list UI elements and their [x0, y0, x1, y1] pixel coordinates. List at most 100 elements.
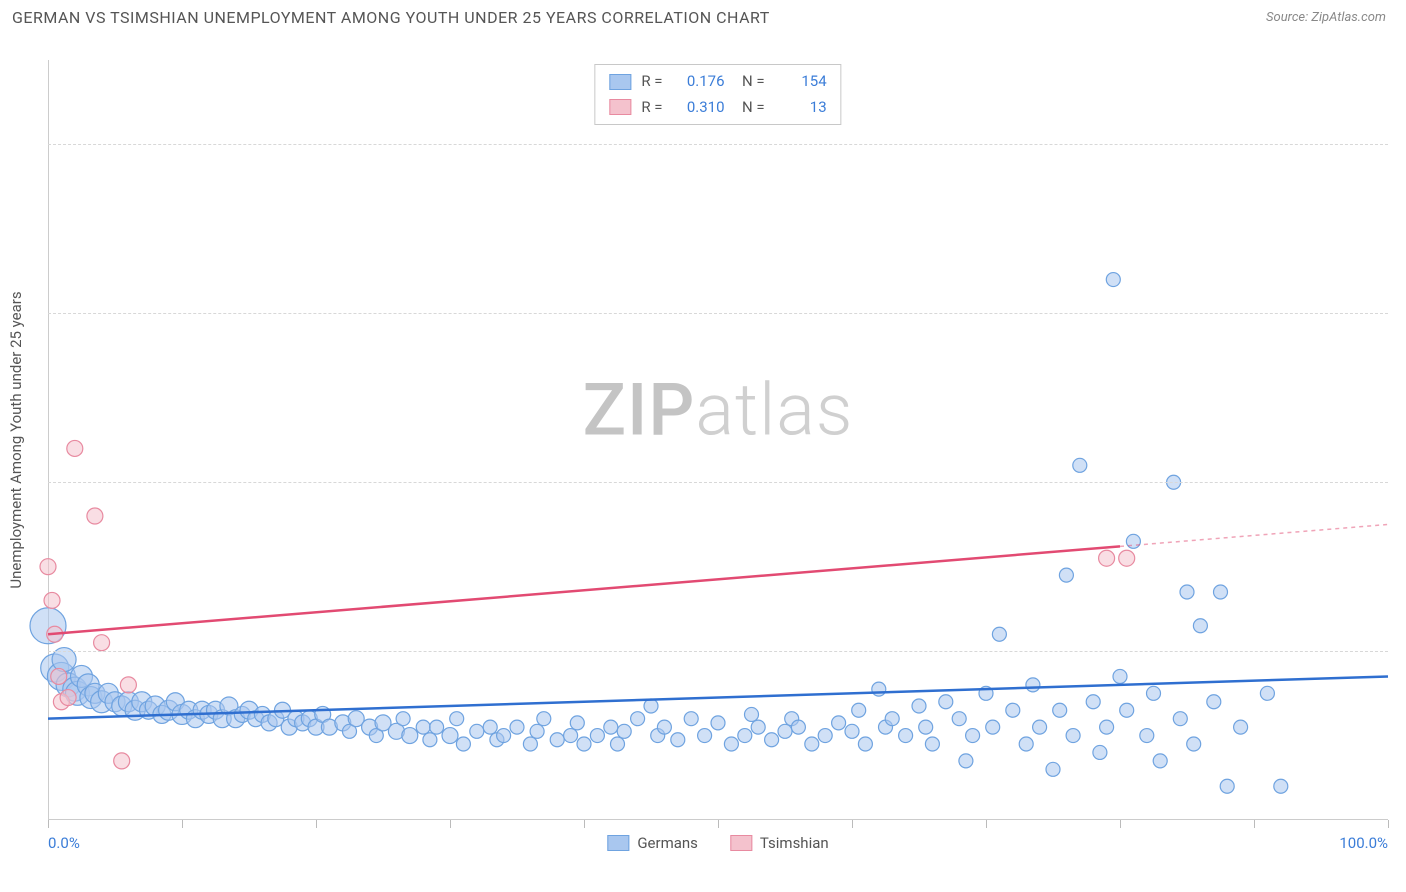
data-point	[1119, 550, 1135, 566]
data-point	[1086, 695, 1100, 709]
data-point	[952, 712, 966, 726]
germans-legend-label: Germans	[637, 834, 698, 852]
data-point	[1260, 686, 1274, 700]
data-point	[858, 737, 872, 751]
data-point	[1207, 695, 1221, 709]
data-point	[1066, 729, 1080, 743]
series-legend: Germans Tsimshian	[607, 834, 828, 852]
data-point	[698, 729, 712, 743]
data-point	[939, 695, 953, 709]
data-point	[885, 712, 899, 726]
data-point	[402, 728, 418, 744]
data-point	[67, 440, 83, 456]
data-point	[959, 754, 973, 768]
tsimshian-legend-swatch	[730, 835, 752, 851]
data-point	[684, 712, 698, 726]
data-point	[912, 699, 926, 713]
data-point	[745, 707, 759, 721]
data-point	[992, 627, 1006, 641]
x-tick	[1120, 820, 1121, 828]
data-point	[1153, 754, 1167, 768]
tsimshian-swatch	[609, 99, 631, 115]
gridline	[48, 651, 1388, 652]
data-point	[60, 690, 76, 706]
x-tick	[450, 820, 451, 828]
x-tick	[718, 820, 719, 828]
data-point	[966, 729, 980, 743]
data-point	[1099, 550, 1115, 566]
data-point	[114, 753, 130, 769]
data-point	[450, 712, 464, 726]
data-point	[1214, 585, 1228, 599]
data-point	[40, 559, 56, 575]
x-tick	[316, 820, 317, 828]
data-point	[1006, 703, 1020, 717]
chart-plot-area: Unemployment Among Youth under 25 years …	[48, 60, 1388, 820]
x-axis-max-label: 100.0%	[1339, 834, 1388, 852]
data-point	[631, 712, 645, 726]
data-point	[1046, 762, 1060, 776]
data-point	[1120, 703, 1134, 717]
data-point	[430, 720, 444, 734]
data-point	[604, 720, 618, 734]
trend-line	[48, 676, 1388, 718]
stats-legend: R =0.176 N =154 R =0.310 N =13	[594, 64, 841, 125]
data-point	[925, 737, 939, 751]
data-point	[986, 720, 1000, 734]
data-point	[87, 508, 103, 524]
data-point	[1147, 686, 1161, 700]
x-tick	[584, 820, 585, 828]
data-point	[845, 724, 859, 738]
data-point	[1180, 585, 1194, 599]
data-point	[644, 699, 658, 713]
data-point	[899, 729, 913, 743]
data-point	[94, 635, 110, 651]
data-point	[1140, 729, 1154, 743]
data-point	[671, 733, 685, 747]
chart-title: GERMAN VS TSIMSHIAN UNEMPLOYMENT AMONG Y…	[12, 8, 770, 27]
data-point	[570, 716, 584, 730]
data-point	[44, 592, 60, 608]
data-point	[1053, 703, 1067, 717]
data-point	[483, 720, 497, 734]
data-point	[738, 729, 752, 743]
data-point	[51, 668, 67, 684]
y-axis-title: Unemployment Among Youth under 25 years	[7, 291, 25, 588]
data-point	[765, 733, 779, 747]
x-tick	[182, 820, 183, 828]
data-point	[590, 729, 604, 743]
gridline	[48, 313, 1388, 314]
data-point	[456, 737, 470, 751]
data-point	[523, 737, 537, 751]
data-point	[120, 677, 136, 693]
data-point	[778, 724, 792, 738]
x-axis-min-label: 0.0%	[48, 834, 80, 852]
data-point	[818, 729, 832, 743]
data-point	[751, 720, 765, 734]
gridline	[48, 482, 1388, 483]
trend-line	[48, 546, 1120, 634]
x-tick	[852, 820, 853, 828]
germans-swatch	[609, 74, 631, 90]
data-point	[442, 728, 458, 744]
data-point	[1220, 779, 1234, 793]
data-point	[423, 733, 437, 747]
data-point	[617, 724, 631, 738]
data-point	[1026, 678, 1040, 692]
data-point	[1073, 458, 1087, 472]
data-point	[852, 703, 866, 717]
data-point	[611, 737, 625, 751]
data-point	[711, 716, 725, 730]
data-point	[1187, 737, 1201, 751]
scatter-plot-svg	[48, 60, 1388, 820]
data-point	[791, 720, 805, 734]
data-point	[550, 733, 564, 747]
data-point	[805, 737, 819, 751]
data-point	[1093, 745, 1107, 759]
data-point	[577, 737, 591, 751]
data-point	[537, 712, 551, 726]
data-point	[1106, 273, 1120, 287]
data-point	[416, 720, 430, 734]
data-point	[1019, 737, 1033, 751]
gridline	[48, 144, 1388, 145]
